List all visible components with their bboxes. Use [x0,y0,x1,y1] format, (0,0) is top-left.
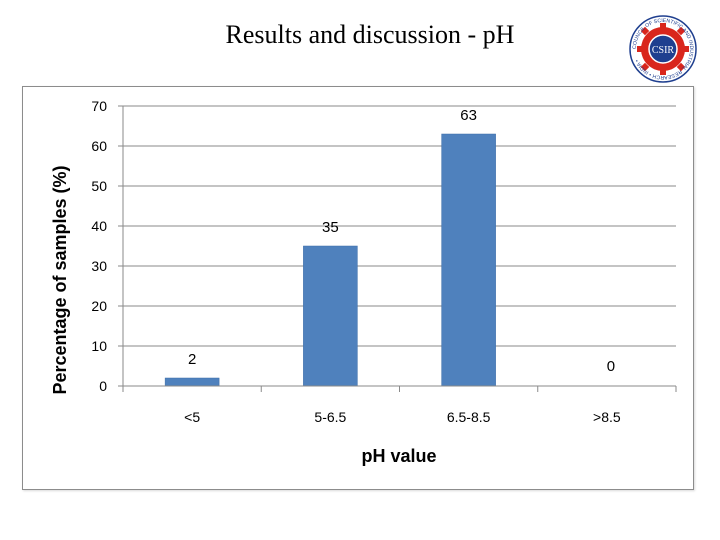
y-tick-label: 40 [91,218,107,234]
x-tick-label: 5-6.5 [314,409,346,425]
data-label: 2 [188,351,196,368]
data-label: 35 [322,219,339,236]
y-tick-label: 60 [91,138,107,154]
y-tick-label: 20 [91,298,107,314]
x-tick-label: 6.5-8.5 [447,409,491,425]
bar [441,133,496,387]
data-label: 63 [460,107,477,124]
bar-chart: 0102030405060702<5355-6.5636.5-8.50>8.5 … [50,98,677,466]
y-tick-label: 50 [91,178,107,194]
bar [303,245,358,387]
y-tick-label: 70 [91,98,107,114]
label-layer: 0 10 20 30 40 50 60 70 2 <5 35 5-6.5 63 6.5-8.5 0 >8.5 [91,98,620,425]
csir-logo-icon: CSIR COUNCIL OF SCIENTIFIC AND INDUSTRIA… [629,15,697,83]
csir-logo: CSIR COUNCIL OF SCIENTIFIC AND INDUSTRIA… [628,14,698,84]
y-tick-label: 0 [99,378,107,394]
bar-layer [164,133,496,387]
x-axis-title: pH value [361,446,436,466]
bar [164,377,220,387]
axis-layer [118,105,677,392]
y-tick-label: 30 [91,258,107,274]
slide-title: Results and discussion - pH [225,20,515,49]
chart-frame: 0 10 20 30 40 50 60 70 2 <5 35 5-6.5 63 6.5-8.5 0 >8.5 … [22,86,694,490]
y-tick-label: 10 [91,338,107,354]
x-tick-label: <5 [184,409,200,425]
data-label: 0 [607,358,615,375]
y-axis-title: Percentage of samples (%) [50,165,70,394]
x-tick-label: >8.5 [593,409,621,425]
logo-text: CSIR [652,45,675,56]
grid-layer [123,105,676,347]
